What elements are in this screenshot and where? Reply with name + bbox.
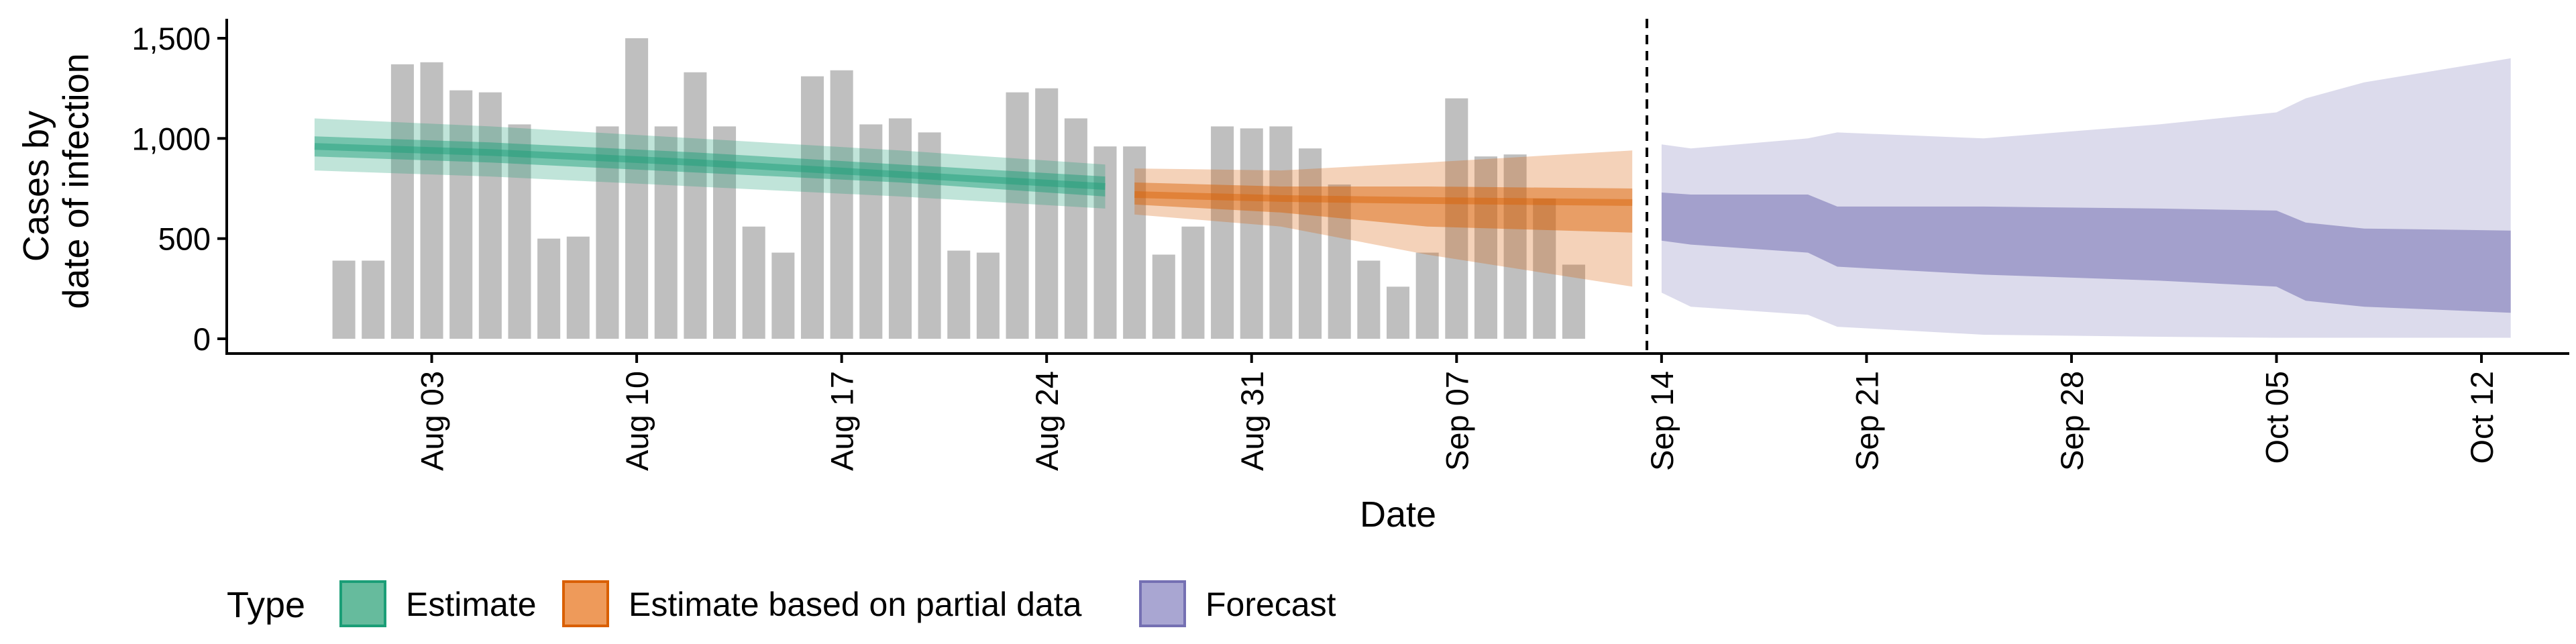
case-bar [1503,154,1527,339]
case-bar [1064,118,1087,339]
observed-bars [332,38,1585,339]
case-bar [1093,146,1117,339]
case-bar [742,226,765,339]
case-bar [1386,286,1410,339]
case-bar [1006,92,1029,339]
case-bar [625,38,649,339]
x-tick-label: Sep 28 [2054,371,2090,471]
y-tick-label: 1,000 [131,121,211,156]
case-bar [1445,98,1468,339]
x-tick-label: Aug 17 [824,371,860,471]
case-bar [566,236,590,339]
case-bar [1533,198,1556,339]
case-bar [1269,126,1293,339]
case-bar [362,260,385,339]
case-bar [684,72,707,339]
estimate-based-on-partial-data-band-50 [1134,182,1633,233]
case-bar [1474,156,1497,339]
forecast-band-50 [1661,193,2511,313]
legend-key [562,580,609,627]
x-tick-label: Aug 31 [1234,371,1270,471]
case-bar [1562,264,1585,339]
x-tick-label: Sep 21 [1849,371,1884,471]
case-bar [420,62,443,339]
x-tick-label: Aug 03 [415,371,450,471]
case-bar [390,64,414,339]
y-tick-label: 1,500 [131,21,211,56]
estimate-based-on-partial-data-median [1134,191,1633,206]
estimate-based-on-partial-data-band-90 [1134,150,1633,287]
x-tick-label: Oct 12 [2464,371,2500,464]
case-bar [1328,184,1351,339]
case-bar [332,260,356,339]
case-bar [1211,126,1234,339]
plot-area [314,19,2511,354]
estimate-median [314,143,1106,190]
y-axis-title-line-2: date of infection [56,53,96,309]
case-bar [888,118,912,339]
y-ticks: 0 500 1,000 1,500 [131,21,227,357]
case-bar [713,126,737,339]
case-bar [1299,148,1322,339]
case-bar [830,70,853,339]
legend-label: Estimate based on partial data [629,586,1082,623]
legend-key [1139,580,1186,627]
case-bar [918,132,941,339]
case-bar [1240,128,1263,339]
y-axis-title: Cases by date of infection [16,53,96,309]
y-axis-title-line-1: Cases by [16,111,56,262]
case-bar [947,250,971,339]
x-tick-label: Aug 24 [1029,371,1065,471]
case-bar [537,238,561,339]
case-bar [976,252,1000,339]
case-bar [508,124,531,339]
estimate-bands [314,58,2511,338]
legend-label: Estimate [406,586,537,623]
legend-title: Type [227,585,305,625]
legend-label: Forecast [1205,586,1336,623]
legend-items: Estimate Estimate based on partial data Fo… [339,580,1336,627]
case-bar [1035,88,1059,339]
x-tick-label: Oct 05 [2259,371,2295,464]
legend-key [339,580,386,627]
x-ticks: Aug 03 Aug 10 Aug 17 Aug 24 Aug 31 Sep 07 Sep … [415,354,2500,471]
case-bar [1181,226,1205,339]
estimate-band-50 [314,136,1106,197]
x-tick-label: Sep 14 [1644,371,1680,471]
case-bar [1415,252,1439,339]
y-tick-label: 500 [158,221,211,257]
x-tick-label: Aug 10 [619,371,655,471]
case-bar [1152,254,1175,339]
case-bar [1357,260,1381,339]
y-tick-label: 0 [193,321,211,357]
case-bar [859,124,883,339]
case-bar [596,126,619,339]
case-bar [1123,146,1146,339]
case-bar [771,252,795,339]
case-bar [654,126,678,339]
x-axis-title: Date [1360,494,1436,535]
x-tick-label: Sep 07 [1439,371,1474,471]
case-bar [800,76,824,339]
estimate-band-90 [314,118,1106,209]
case-bar [478,92,502,339]
case-bar [449,90,473,339]
legend: Type Estimate Estimate based on partial d… [227,580,1336,627]
